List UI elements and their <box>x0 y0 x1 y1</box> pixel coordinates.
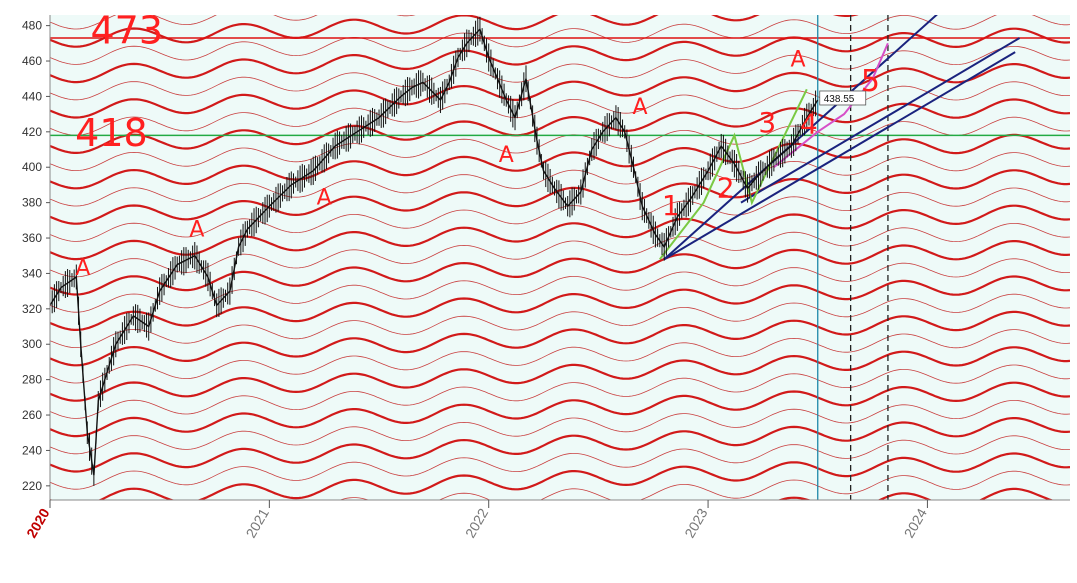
annotation-2: 2 <box>717 171 735 204</box>
annotation-A: A <box>189 217 204 242</box>
annotation-418: 418 <box>75 111 148 155</box>
wave-grid-line <box>50 275 1070 331</box>
elliott-wave-lines <box>659 42 889 260</box>
wave-line-1 <box>773 42 889 168</box>
y-tick-label: 300 <box>22 337 42 351</box>
wave-grid-line <box>50 62 1070 119</box>
wave-grid-line <box>50 381 1070 438</box>
y-tick-label: 240 <box>22 443 42 457</box>
wave-grid-line <box>50 15 859 48</box>
wave-grid-line <box>50 15 1070 65</box>
hand-annotations: 473 418 A A A A A A 1 23 4 5 <box>75 8 880 281</box>
annotation-4: 4 <box>800 108 818 141</box>
wave-grid-line <box>50 435 1070 490</box>
wave-grid-line <box>50 329 1070 384</box>
wave-grid-line <box>50 310 1070 367</box>
y-tick-label: 460 <box>22 54 42 68</box>
wave-grid-line <box>50 46 1070 101</box>
wave-grid-line <box>50 240 1070 296</box>
y-tick-label: 480 <box>22 19 42 33</box>
wave-grid-line <box>50 27 1070 84</box>
wave-line-0 <box>659 88 808 260</box>
channel-line-0 <box>663 15 938 261</box>
wave-grid-line <box>50 81 1070 136</box>
wave-grid-line <box>50 400 1070 455</box>
wave-grid-line <box>50 452 1070 500</box>
wave-grid <box>50 15 1070 500</box>
price-label-box <box>819 90 867 106</box>
annotation-A: A <box>317 185 332 210</box>
wave-grid-line <box>339 470 1070 500</box>
wave-grid-line <box>50 169 1070 225</box>
wave-grid-line <box>50 98 1070 154</box>
annotation-A: A <box>499 143 514 168</box>
wave-grid-line <box>50 116 1070 171</box>
axes: 220 240 260 280 300 320 340 360 380 400 420 440 460 4… <box>22 15 1070 540</box>
wave-grid-line <box>50 152 1070 207</box>
wave-grid-line <box>50 204 1070 261</box>
annotation-473: 473 <box>91 8 164 52</box>
wave-grid-line <box>50 133 1070 190</box>
y-tick-label: 320 <box>22 302 42 316</box>
annotation-5: 5 <box>861 64 880 99</box>
y-tick-label: 260 <box>22 408 42 422</box>
wave-grid-line <box>50 223 1070 278</box>
wave-grid-line <box>50 293 1070 348</box>
annotation-A: A <box>790 47 805 72</box>
y-tick-label: 340 <box>22 266 42 280</box>
y-tick-label: 440 <box>22 89 42 103</box>
y-tick-label: 400 <box>22 160 42 174</box>
wave-grid-line <box>50 346 1070 402</box>
wave-grid-line <box>50 258 1070 313</box>
y-tick-label: 280 <box>22 373 42 387</box>
wave-grid-line <box>50 364 1070 419</box>
annotation-3: 3 <box>758 106 776 139</box>
horizontal-levels <box>50 37 1070 137</box>
annotation-A: A <box>75 256 90 281</box>
wave-grid-line <box>50 417 1070 473</box>
y-tick-label: 220 <box>22 479 42 493</box>
trend-channel <box>663 15 1021 261</box>
annotation-1: 1 <box>662 189 680 222</box>
channel-line-1 <box>740 37 1021 204</box>
price-series: 438.55 <box>49 16 867 486</box>
y-tick-label: 420 <box>22 125 42 139</box>
annotation-A: A <box>633 95 648 120</box>
y-tick-label: 360 <box>22 231 42 245</box>
y-tick-label: 380 <box>22 196 42 210</box>
channel-line-2 <box>663 51 1016 261</box>
wave-grid-line <box>777 487 1055 500</box>
wave-grid-line <box>50 187 1070 242</box>
price-label: 438.55 <box>824 94 855 105</box>
